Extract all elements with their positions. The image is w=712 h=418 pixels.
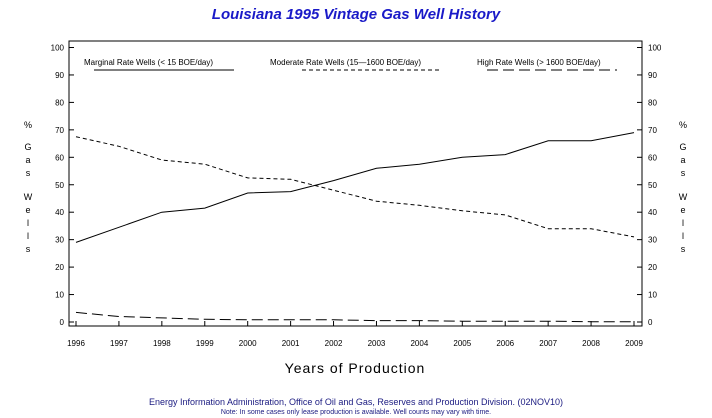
y-tick-label-left: 70	[55, 126, 64, 135]
x-tick-label: 2006	[496, 339, 514, 348]
y-tick-label-right: 30	[648, 236, 657, 245]
y-axis-label-letter: G	[24, 142, 31, 152]
series-line-2	[75, 311, 634, 323]
y-tick-label-left: 90	[55, 71, 64, 80]
chart-title: Louisiana 1995 Vintage Gas Well History	[212, 6, 501, 23]
y-axis-label-letter: a	[25, 155, 30, 165]
y-tick-label-right: 100	[648, 44, 662, 53]
x-tick-label: 2001	[282, 339, 300, 348]
y-tick-label-left: 40	[55, 208, 64, 217]
y-tick-label-left: 30	[55, 236, 64, 245]
footer-source: Energy Information Administration, Offic…	[149, 397, 563, 407]
x-tick-label: 2004	[410, 339, 428, 348]
x-tick-label: 2009	[625, 339, 643, 348]
y-tick-label-right: 0	[648, 318, 653, 327]
y-axis-label-letter: a	[680, 155, 685, 165]
y-tick-label-left: 0	[60, 318, 65, 327]
x-tick-label: 2008	[582, 339, 600, 348]
legend-label-2: High Rate Wells (> 1600 BOE/day)	[477, 58, 601, 67]
x-tick-label: 2002	[325, 339, 343, 348]
footer-note: Note: In some cases only lease productio…	[221, 409, 491, 416]
y-axis-label-letter: e	[25, 205, 30, 215]
y-axis-label-letter: l	[682, 231, 684, 241]
x-axis: 1996 1997 1998 1999 2000 2001 2002 2003 2004 2005…	[67, 321, 643, 348]
x-tick-label: 1998	[153, 339, 171, 348]
x-tick-label: 1999	[196, 339, 214, 348]
y-tick-label-left: 10	[55, 291, 64, 300]
y-tick-label-right: 20	[648, 263, 657, 272]
x-tick-label: 1997	[110, 339, 128, 348]
y-tick-label-left: 80	[55, 98, 64, 107]
y-tick-label-left: 60	[55, 153, 64, 162]
x-tick-label: 1996	[67, 339, 85, 348]
y-axis-label-letter: l	[27, 218, 29, 228]
legend-label-0: Marginal Rate Wells (< 15 BOE/day)	[84, 58, 213, 67]
y-axis-label-letter: e	[680, 205, 685, 215]
legend: Marginal Rate Wells (< 15 BOE/day) Modera…	[84, 58, 617, 71]
y-axis-label-letter: l	[27, 231, 29, 241]
y-tick-label-right: 50	[648, 181, 657, 190]
y-tick-label-right: 60	[648, 153, 657, 162]
series-line-1	[75, 136, 635, 238]
y-tick-label-left: 100	[51, 44, 65, 53]
series-lines	[75, 132, 635, 323]
y-tick-label-right: 80	[648, 98, 657, 107]
x-axis-title: Years of Production	[285, 360, 426, 376]
x-tick-label: 2007	[539, 339, 557, 348]
y-tick-label-right: 40	[648, 208, 657, 217]
y-tick-label-right: 70	[648, 126, 657, 135]
y-axis-label-letter: W	[679, 192, 688, 202]
y-axis-label-letter: s	[26, 168, 31, 178]
plot-frame	[68, 40, 643, 327]
y-axis-label-letter: s	[681, 168, 686, 178]
y-axis-label-letter: s	[26, 244, 31, 254]
y-axis-label-letter: G	[679, 142, 686, 152]
y-tick-label-right: 90	[648, 71, 657, 80]
left-y-axis: 0 10 20 30 40 50 60 70 80 90 100	[51, 44, 74, 327]
y-tick-label-left: 50	[55, 181, 64, 190]
x-tick-label: 2003	[368, 339, 386, 348]
x-tick-label: 2005	[453, 339, 471, 348]
y-axis-label-letter: s	[681, 244, 686, 254]
legend-label-1: Moderate Rate Wells (15—1600 BOE/day)	[270, 58, 421, 67]
y-axis-label-letter: W	[24, 192, 33, 202]
y-tick-label-left: 20	[55, 263, 64, 272]
y-axis-label-letter: %	[679, 120, 687, 130]
right-y-axis: 0 10 20 30 40 50 60 70 80 90 100	[637, 44, 662, 327]
y-axis-label-letter: l	[682, 218, 684, 228]
y-axis-label-letter: %	[24, 120, 32, 130]
x-tick-label: 2000	[239, 339, 257, 348]
y-tick-label-right: 10	[648, 291, 657, 300]
series-line-0	[75, 132, 635, 243]
